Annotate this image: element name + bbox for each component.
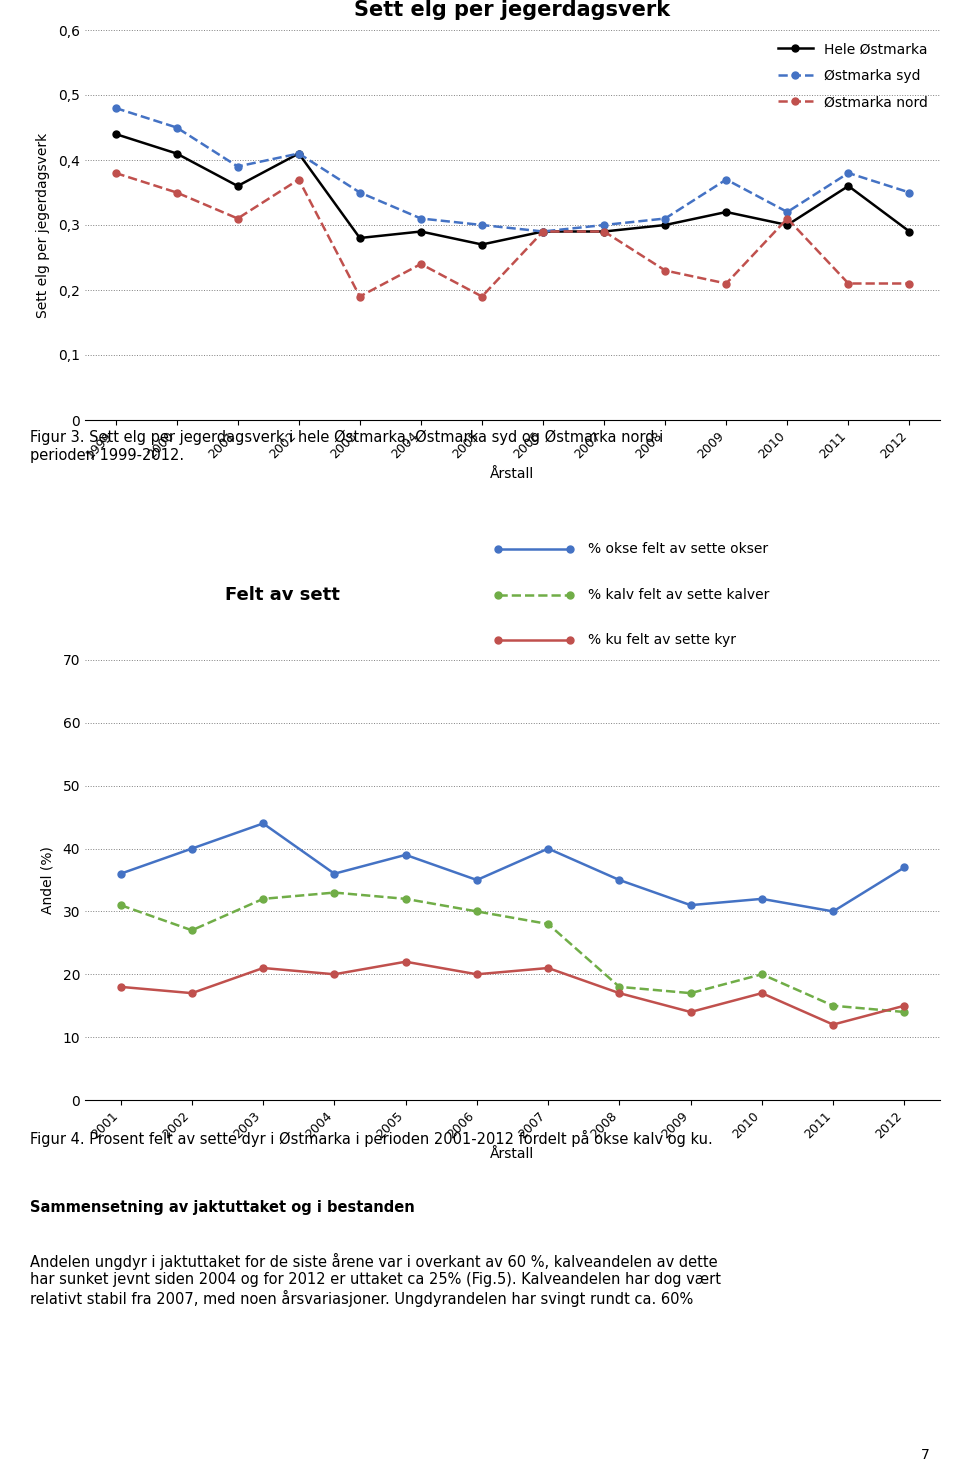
Østmarka nord: [171, 184, 182, 202]
Østmarka nord: [598, 223, 610, 240]
Østmarka nord: [293, 171, 304, 189]
Østmarka nord: [903, 274, 915, 292]
Østmarka syd: [781, 203, 793, 221]
Line: Østmarka syd: Østmarka syd: [112, 105, 913, 234]
Østmarka syd: [598, 217, 610, 234]
Hele Østmarka: [232, 177, 244, 195]
Østmarka nord: [721, 274, 732, 292]
Legend: Hele Østmarka, Østmarka syd, Østmarka nord: Hele Østmarka, Østmarka syd, Østmarka no…: [772, 37, 933, 115]
Østmarka syd: [109, 99, 121, 116]
Hele Østmarka: [660, 217, 671, 234]
Østmarka syd: [476, 217, 488, 234]
Text: % okse felt av sette okser: % okse felt av sette okser: [588, 542, 768, 557]
Hele Østmarka: [476, 236, 488, 254]
Hele Østmarka: [171, 144, 182, 162]
Østmarka syd: [538, 223, 549, 240]
Østmarka syd: [171, 118, 182, 136]
Østmarka nord: [538, 223, 549, 240]
Line: Østmarka nord: Østmarka nord: [112, 170, 913, 301]
Text: % ku felt av sette kyr: % ku felt av sette kyr: [588, 634, 736, 647]
Line: Hele Østmarka: Hele Østmarka: [112, 131, 913, 248]
Text: % kalv felt av sette kalver: % kalv felt av sette kalver: [588, 588, 769, 601]
Text: Felt av sett: Felt av sett: [225, 587, 340, 604]
Hele Østmarka: [843, 177, 854, 195]
Hele Østmarka: [598, 223, 610, 240]
Hele Østmarka: [538, 223, 549, 240]
Hele Østmarka: [293, 144, 304, 162]
Y-axis label: Sett elg per jegerdagsverk: Sett elg per jegerdagsverk: [36, 133, 50, 317]
Østmarka syd: [660, 209, 671, 227]
Østmarka syd: [415, 209, 426, 227]
Østmarka nord: [415, 255, 426, 273]
Østmarka syd: [293, 144, 304, 162]
Østmarka nord: [354, 287, 366, 305]
Østmarka nord: [660, 262, 671, 280]
Østmarka nord: [232, 209, 244, 227]
Østmarka syd: [721, 171, 732, 189]
Text: Sammensetning av jaktuttaket og i bestanden: Sammensetning av jaktuttaket og i bestan…: [30, 1200, 415, 1215]
Text: Andelen ungdyr i jaktuttaket for de siste årene var i overkant av 60 %, kalveand: Andelen ungdyr i jaktuttaket for de sist…: [30, 1253, 721, 1307]
Title: Sett elg per jegerdagsverk: Sett elg per jegerdagsverk: [354, 0, 671, 21]
Hele Østmarka: [109, 125, 121, 143]
Østmarka syd: [843, 164, 854, 181]
X-axis label: Årstall: Årstall: [491, 1147, 535, 1162]
Hele Østmarka: [721, 203, 732, 221]
Østmarka syd: [903, 184, 915, 202]
Østmarka nord: [109, 164, 121, 181]
Text: Figur 3. Sett elg per jegerdagsverk i hele Østmarka, Østmarka syd og Østmarka no: Figur 3. Sett elg per jegerdagsverk i he…: [30, 430, 663, 463]
Hele Østmarka: [903, 223, 915, 240]
X-axis label: Årstall: Årstall: [491, 467, 535, 481]
Text: 7: 7: [922, 1447, 930, 1462]
Hele Østmarka: [354, 228, 366, 246]
Text: Figur 4. Prosent felt av sette dyr i Østmarka i perioden 2001-2012 fordelt på ok: Figur 4. Prosent felt av sette dyr i Øst…: [30, 1131, 712, 1147]
Østmarka nord: [843, 274, 854, 292]
Hele Østmarka: [415, 223, 426, 240]
Hele Østmarka: [781, 217, 793, 234]
Y-axis label: Andel (%): Andel (%): [40, 846, 54, 914]
Østmarka nord: [781, 209, 793, 227]
Østmarka nord: [476, 287, 488, 305]
Østmarka syd: [232, 158, 244, 175]
Østmarka syd: [354, 184, 366, 202]
